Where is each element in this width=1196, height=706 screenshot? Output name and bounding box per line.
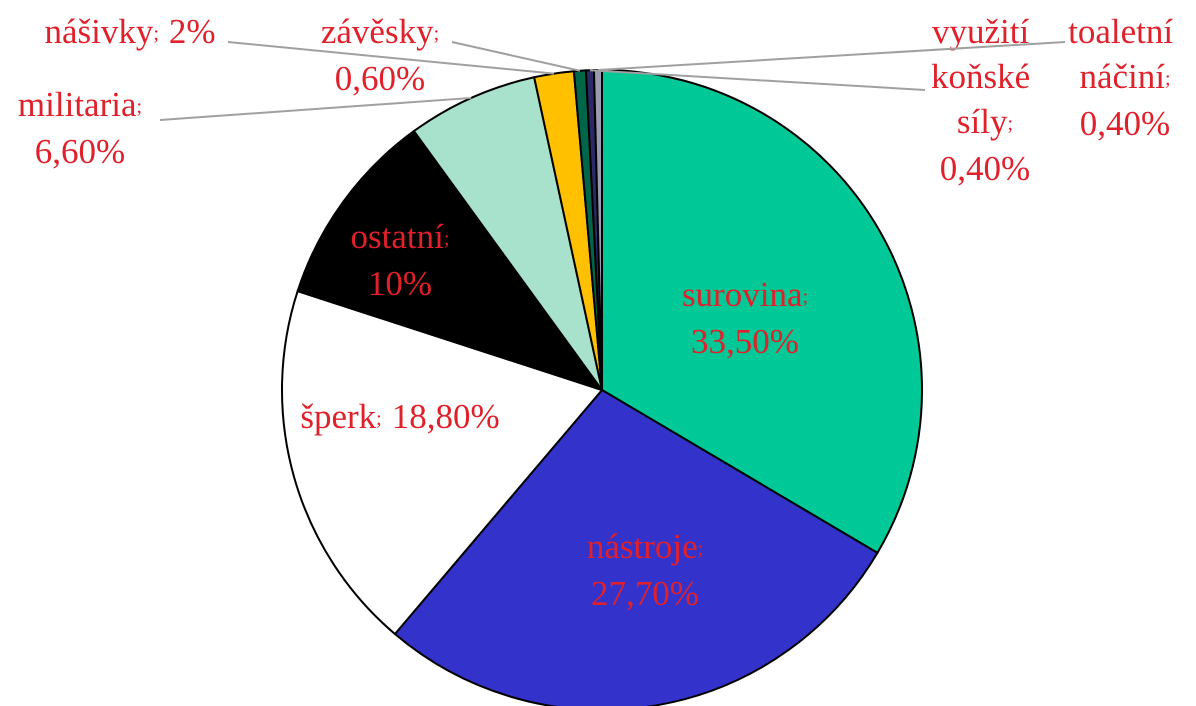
category-label: surovina: [682, 275, 803, 314]
value-label: 18,80%: [392, 397, 500, 436]
pie-slice: [412, 76, 603, 391]
separator: ;: [802, 286, 808, 308]
slice-label: využití koňské síly; 0,40%: [931, 12, 1039, 188]
separator: ;: [1165, 68, 1171, 90]
separator: ;: [444, 228, 450, 250]
leader-line: [597, 41, 1066, 72]
category-word: toaletní: [1068, 12, 1182, 51]
slice-label: ostatní; 10%: [351, 217, 450, 303]
separator: ;: [1008, 113, 1014, 135]
category-label: závěsky: [321, 12, 434, 51]
leader-line: [159, 96, 472, 121]
value-label: 2%: [169, 12, 216, 51]
value-label: 0,40%: [1080, 104, 1170, 143]
slice-label: toaletní náčiní; 0,40%: [1068, 12, 1182, 143]
slice-label: surovina; 33,50%: [682, 275, 808, 361]
category-label: militaria: [18, 85, 137, 124]
slice-label: militaria; 6,60%: [18, 85, 142, 171]
value-label: 33,50%: [691, 322, 799, 361]
category-label: využití koňské síly: [931, 12, 1039, 141]
value-label: 27,70%: [591, 574, 699, 613]
pie-slice: [281, 289, 604, 636]
separator: ;: [698, 538, 704, 560]
category-label: nášivky: [44, 12, 153, 51]
category-label: toaletní náčiní: [1068, 12, 1182, 96]
category-word: koňské: [931, 57, 1039, 96]
pie-slice: [296, 129, 605, 392]
separator: ;: [137, 96, 143, 118]
leader-line: [589, 69, 926, 91]
value-label: 0,40%: [940, 149, 1030, 188]
category-label: ostatní: [351, 217, 445, 256]
value-label: 0,60%: [335, 59, 425, 98]
category-label: šperk: [300, 397, 376, 436]
leader-line: [227, 41, 555, 75]
value-label: 10%: [368, 264, 432, 303]
slice-label: nášivky; 2%: [44, 12, 215, 51]
separator: ;: [153, 23, 159, 45]
slice-label: šperk; 18,80%: [300, 397, 499, 436]
slice-label: závěsky; 0,60%: [321, 12, 439, 98]
value-label: 6,60%: [35, 132, 125, 171]
category-label: nástroje: [587, 527, 698, 566]
slice-label: nástroje; 27,70%: [587, 527, 703, 613]
leader-line: [451, 41, 581, 72]
separator: ;: [376, 408, 382, 430]
separator: ;: [434, 23, 440, 45]
category-word: síly: [957, 102, 1008, 141]
category-word: náčiní: [1079, 57, 1165, 96]
pie-slice: [601, 68, 923, 555]
